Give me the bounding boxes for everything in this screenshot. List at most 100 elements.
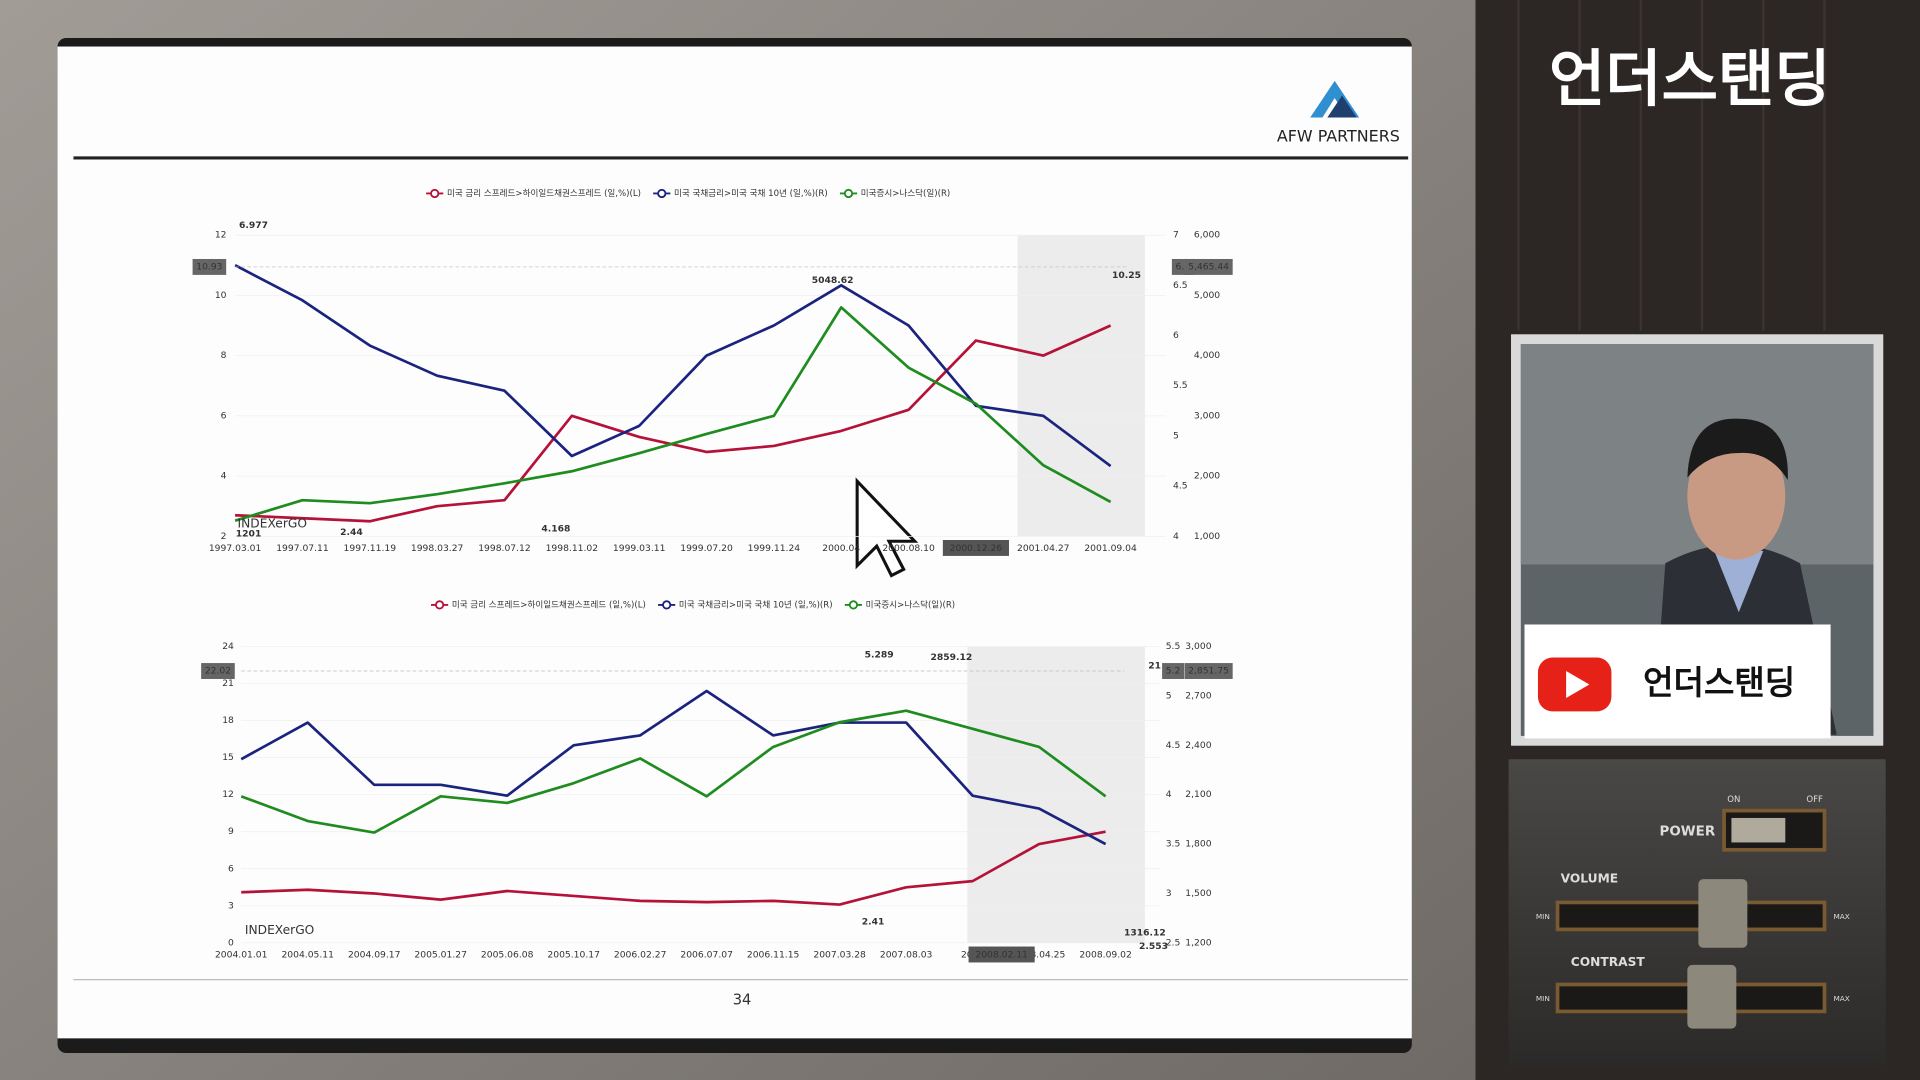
cursor-y-box — [1184, 663, 1233, 679]
legend-swatch — [430, 188, 440, 199]
x-tick-label: 2007.08.03 — [880, 950, 933, 961]
y-tick-label: 9 — [228, 826, 234, 837]
page-number: 34 — [733, 991, 752, 1008]
y-tick-label: 5.5 — [1173, 380, 1188, 391]
x-tick-label: 2008.09.02 — [1079, 950, 1132, 961]
x-tick-label: 2004.01.01 — [215, 950, 268, 961]
x-tick-label: 1998.03.27 — [411, 543, 464, 554]
y-tick-label: 4 — [1173, 531, 1179, 542]
annotation: 5048.62 — [812, 275, 854, 286]
annotation: 2.44 — [340, 527, 363, 538]
series-line — [240, 709, 1107, 834]
legend-label: 미국 금리 스프레드>하이일드채권스프레드 (일,%)(L) — [447, 187, 641, 199]
x-tick-label: 1997.11.19 — [344, 543, 397, 554]
y-tick-label: 4 — [1166, 789, 1172, 800]
x-tick-label: 1999.07.20 — [680, 543, 733, 554]
max-label: MAX — [1833, 994, 1849, 1003]
x-tick-label: 2006.07.07 — [680, 950, 733, 961]
x-tick-label: 2005.06.08 — [481, 950, 534, 961]
power-switch[interactable] — [1722, 808, 1827, 852]
y-tick-label: 0 — [228, 937, 234, 948]
legend-swatch — [843, 188, 854, 199]
person-face — [1687, 432, 1786, 560]
x-tick-label: 1997.07.11 — [276, 543, 329, 554]
y-tick-label: 4.5 — [1166, 740, 1181, 751]
cursor-y-box — [192, 258, 227, 275]
x-tick-label: 2004.09.17 — [348, 950, 401, 961]
x-tick-label: 1997.03.01 — [209, 543, 262, 554]
cursor-y-label: 10.93 — [196, 261, 222, 272]
person-shirt — [1714, 551, 1764, 613]
y-tick-label: 5 — [1166, 690, 1172, 701]
x-tick-label: 2000.12.26 — [950, 543, 1003, 554]
cursor-y-label: 5.2 — [1166, 666, 1181, 677]
cursor-y-box — [1184, 258, 1233, 275]
cursor-x-box — [942, 540, 1009, 556]
brand-name: AFW PARTNERS — [1277, 127, 1400, 146]
y-tick-label: 3.5 — [1166, 839, 1181, 850]
annotation: 6.977 — [239, 220, 268, 231]
youtube-play — [1566, 671, 1590, 698]
y-tick-label: 7 — [1173, 230, 1179, 241]
cursor-y-label: 5,465.44 — [1188, 261, 1229, 272]
on-label: ON — [1727, 795, 1740, 805]
x-tick-label: 2005.01.27 — [414, 950, 467, 961]
y-tick-label: 24 — [222, 641, 234, 652]
series-line — [240, 689, 1107, 846]
annotation: 2.553 — [1139, 941, 1168, 952]
y-tick-label: 6,000 — [1194, 230, 1220, 241]
channel-title: 언더스탠딩 — [1549, 44, 1831, 115]
y-tick-label: 5 — [1173, 430, 1179, 441]
y-tick-label: 5,000 — [1194, 290, 1220, 301]
y-tick-label: 1,200 — [1185, 937, 1211, 948]
x-tick-label: 2001.04.27 — [1017, 543, 1070, 554]
cursor-x-box — [968, 946, 1035, 963]
x-tick-label: 2005.10.17 — [547, 950, 600, 961]
person-hair — [1687, 418, 1788, 480]
banner-text: 언더스탠딩 — [1643, 663, 1795, 702]
x-tick-label: 2004.05.11 — [281, 950, 334, 961]
slide — [57, 46, 1412, 1039]
y-tick-label: 6 — [228, 863, 234, 874]
watermark: INDEXerGO — [245, 923, 314, 937]
legend-label: 미국 국채금리>미국 국채 10년 (일,%)(R) — [674, 188, 828, 199]
power-knob[interactable] — [1731, 817, 1786, 843]
watermark: INDEXerGO — [238, 517, 307, 531]
annotation: 1316.12 — [1124, 928, 1166, 939]
cursor-y-label: 22.02 — [205, 666, 231, 677]
annotation: 1201 — [236, 528, 262, 539]
legend-label: 미국증시>나스닥(일)(R) — [861, 188, 951, 199]
series-line — [234, 264, 1112, 468]
y-tick-label: 1,500 — [1185, 888, 1211, 899]
charts: 2468101244.555.566.571,0002,0003,0004,00… — [192, 187, 1233, 963]
y-tick-label: 2,700 — [1185, 690, 1211, 701]
y-tick-label: 5.5 — [1166, 641, 1181, 652]
volume-slider[interactable] — [1555, 900, 1827, 932]
min-label: MIN — [1536, 994, 1550, 1003]
x-tick-label: 2000.04 — [822, 543, 860, 554]
x-tick-label: 2001.09.04 — [1084, 543, 1137, 554]
y-tick-label: 1,000 — [1194, 531, 1220, 542]
annotation: 21 — [1148, 661, 1161, 672]
x-tick-label: 1998.07.12 — [478, 543, 531, 554]
y-tick-label: 12 — [215, 230, 227, 241]
y-tick-label: 10 — [215, 290, 227, 301]
cursor-y-box — [1162, 663, 1185, 679]
contrast-knob[interactable] — [1687, 964, 1737, 1029]
cursor-y-label: 6.6 — [1176, 261, 1191, 272]
y-tick-label: 3 — [228, 900, 234, 911]
y-tick-label: 18 — [222, 715, 234, 726]
y-tick-label: 2,400 — [1185, 740, 1211, 751]
legend-swatch — [657, 188, 667, 199]
panel-stripes — [1517, 0, 1826, 331]
annotation: 5.289 — [865, 650, 894, 661]
y-tick-label: 6.5 — [1173, 280, 1188, 291]
legend-label: 미국 금리 스프레드>하이일드채권스프레드 (일,%)(L) — [452, 598, 646, 610]
x-tick-label: 2006.02.27 — [614, 950, 667, 961]
volume-knob[interactable] — [1698, 879, 1748, 948]
y-tick-label: 6 — [221, 410, 227, 421]
cursor-y-label: 2,851.75 — [1188, 666, 1229, 677]
volume-label: VOLUME — [1561, 872, 1618, 886]
legend-swatch — [662, 600, 672, 610]
y-tick-label: 3,000 — [1194, 410, 1220, 421]
